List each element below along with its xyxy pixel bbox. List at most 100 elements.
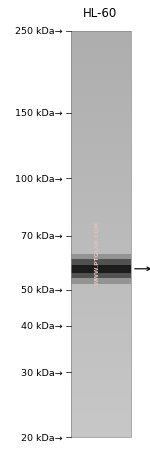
Bar [70, 138, 130, 140]
Bar [70, 118, 130, 120]
Bar [70, 160, 130, 161]
Bar [70, 212, 130, 213]
Bar [70, 190, 130, 191]
Bar [70, 352, 130, 354]
Bar [70, 147, 130, 148]
Bar [70, 239, 130, 240]
Bar [70, 435, 130, 436]
Bar [70, 363, 130, 364]
Bar [70, 351, 130, 352]
Bar [70, 195, 130, 197]
Bar [70, 33, 130, 34]
Text: 150 kDa→: 150 kDa→ [15, 109, 63, 118]
Bar [70, 53, 130, 55]
Bar [70, 383, 130, 385]
Bar [70, 313, 130, 314]
Bar [70, 149, 130, 151]
Bar [70, 179, 130, 180]
Bar [70, 216, 130, 217]
Bar [70, 425, 130, 427]
Bar [70, 164, 130, 166]
Bar [70, 362, 130, 363]
Bar [70, 282, 130, 283]
Bar [70, 210, 130, 212]
Bar [70, 264, 130, 266]
Bar [70, 37, 130, 38]
Bar [70, 201, 130, 202]
Bar [70, 203, 130, 205]
Bar [70, 132, 130, 133]
Bar [70, 290, 130, 291]
Bar [70, 40, 130, 41]
Bar [70, 337, 130, 339]
Bar [70, 291, 130, 293]
Bar [70, 102, 130, 103]
Bar [70, 255, 130, 256]
Bar [70, 343, 130, 344]
Bar [70, 260, 130, 279]
Bar [70, 270, 130, 271]
Bar [70, 348, 130, 350]
Bar [70, 159, 130, 160]
Bar [70, 421, 130, 423]
Bar [70, 44, 130, 45]
Bar [70, 379, 130, 381]
Bar [70, 287, 130, 289]
Bar [70, 46, 130, 48]
Bar [70, 298, 130, 299]
Bar [70, 180, 130, 182]
Bar [70, 433, 130, 435]
Bar [70, 276, 130, 278]
Bar [70, 295, 130, 297]
Bar [70, 235, 130, 236]
Bar [70, 206, 130, 207]
Bar [70, 171, 130, 172]
Bar [70, 390, 130, 391]
Bar [70, 56, 130, 57]
Bar [70, 151, 130, 152]
Bar [70, 69, 130, 71]
Bar [70, 308, 130, 309]
Bar [70, 166, 130, 167]
Bar [70, 194, 130, 195]
Bar [70, 431, 130, 432]
Bar [70, 428, 130, 429]
Bar [70, 387, 130, 389]
Bar [70, 317, 130, 318]
Bar [70, 32, 130, 437]
Bar [70, 170, 130, 171]
Bar [70, 237, 130, 239]
Bar [70, 310, 130, 312]
Bar [70, 408, 130, 409]
Bar [70, 191, 130, 193]
Bar [70, 436, 130, 437]
Bar [70, 220, 130, 221]
Bar [70, 278, 130, 279]
Bar [70, 87, 130, 88]
Bar [70, 110, 130, 111]
Bar [70, 356, 130, 358]
Bar [70, 172, 130, 174]
Bar [70, 236, 130, 237]
Bar [70, 378, 130, 379]
Bar [70, 63, 130, 64]
Bar [70, 130, 130, 132]
Bar [70, 209, 130, 210]
Bar [70, 427, 130, 428]
Bar [70, 134, 130, 136]
Bar [70, 420, 130, 421]
Bar [70, 374, 130, 375]
Bar [70, 144, 130, 145]
Bar [70, 341, 130, 343]
Bar [70, 214, 130, 216]
Text: 250 kDa→: 250 kDa→ [15, 27, 63, 36]
Bar [70, 263, 130, 264]
Bar [70, 32, 130, 33]
Bar [70, 218, 130, 220]
Bar [70, 222, 130, 224]
Bar [70, 318, 130, 320]
Bar [70, 182, 130, 183]
Bar [70, 279, 130, 281]
Bar [70, 145, 130, 147]
Bar [70, 344, 130, 345]
